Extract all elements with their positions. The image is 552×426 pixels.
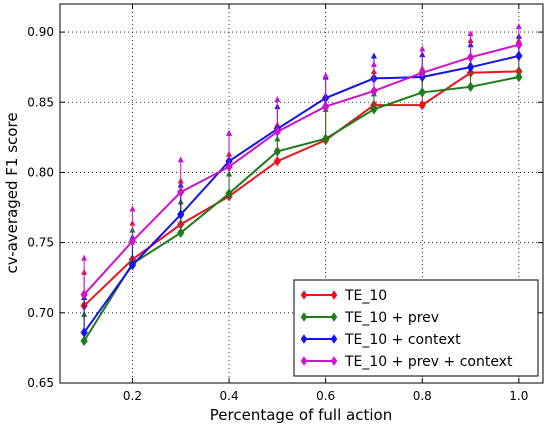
legend-label: TE_10 + prev [344, 310, 439, 326]
series-line [84, 45, 519, 295]
series-te-10-prev-context [81, 23, 522, 299]
data-point [516, 51, 522, 60]
data-point [467, 63, 473, 72]
y-tick-label: 0.70 [27, 306, 54, 320]
legend: TE_10 TE_10 + prev TE_10 + context TE_10 + … [294, 280, 538, 376]
legend-label: TE_10 + prev + context [344, 354, 513, 370]
y-tick-label: 0.80 [27, 165, 54, 179]
y-tick-label: 0.65 [27, 376, 54, 390]
y-axis-label: cv-averaged F1 score [3, 112, 21, 273]
error-cap-marker [81, 255, 87, 261]
series-te-10 [81, 37, 522, 310]
series-line [84, 71, 519, 305]
y-tick-label: 0.85 [27, 95, 54, 109]
x-tick-label: 1.0 [509, 389, 528, 403]
error-cap-marker [129, 206, 135, 212]
y-tick-label: 0.90 [27, 25, 54, 39]
x-tick-label: 0.2 [123, 389, 142, 403]
data-point [323, 102, 329, 111]
error-cap-marker [371, 53, 377, 59]
data-point [274, 157, 280, 166]
legend-label: TE_10 + context [344, 332, 461, 348]
error-cap-marker [178, 156, 184, 162]
error-cap-marker [371, 61, 377, 67]
data-point [516, 72, 522, 81]
error-cap-marker [226, 130, 232, 136]
error-cap-marker [323, 72, 329, 78]
y-tick-label: 0.75 [27, 236, 54, 250]
data-point [419, 88, 425, 97]
x-tick-label: 0.8 [413, 389, 432, 403]
data-point [371, 87, 377, 96]
data-point [178, 228, 184, 237]
x-tick-label: 0.4 [220, 389, 239, 403]
data-point [467, 82, 473, 91]
x-tick-label: 0.6 [316, 389, 335, 403]
error-cap-marker [468, 30, 474, 36]
x-axis-label: Percentage of full action [210, 406, 392, 424]
error-cap-marker [274, 96, 280, 102]
data-point [467, 53, 473, 62]
error-cap-marker [419, 46, 425, 52]
error-cap-marker [516, 23, 522, 29]
legend-label: TE_10 [344, 288, 387, 304]
